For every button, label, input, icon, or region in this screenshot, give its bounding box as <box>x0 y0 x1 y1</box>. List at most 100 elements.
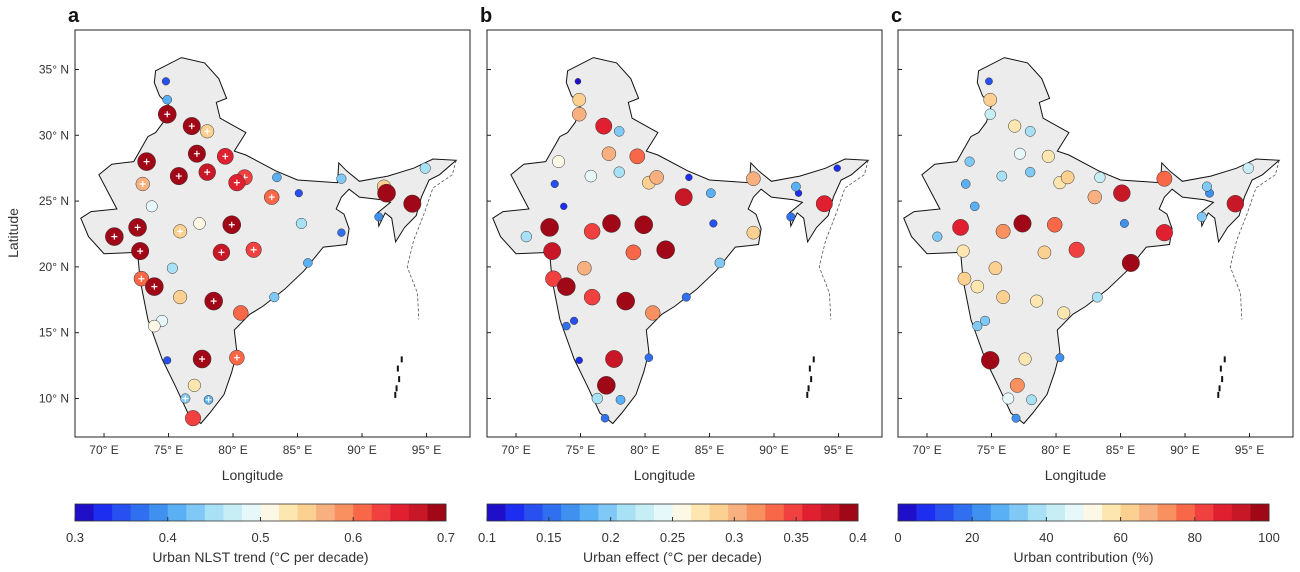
colorbar-tick-label: 0.2 <box>602 530 620 545</box>
city-point <box>1046 217 1063 233</box>
city-point <box>709 219 718 228</box>
colorbar-c: 0 20 40 60 80 100 Urban contribution (%) <box>894 503 1280 565</box>
city-point <box>644 353 654 362</box>
significance-plus-mark <box>139 180 146 187</box>
colorbar-tick-label: 0.35 <box>784 530 809 545</box>
colorbar-tick-label: 0.4 <box>159 530 177 545</box>
colorbar-bin <box>204 504 224 521</box>
city-point <box>1011 413 1021 423</box>
colorbar-bin <box>112 504 132 521</box>
city-point <box>570 316 579 325</box>
city-point <box>1009 377 1025 393</box>
city-point <box>629 148 646 165</box>
colorbar-tick-label: 80 <box>1188 530 1202 545</box>
significance-plus-mark <box>177 228 184 235</box>
lon-tick-label: 70° E <box>89 443 118 457</box>
city-point <box>1008 119 1022 133</box>
city-point <box>746 171 761 186</box>
city-point <box>572 92 587 107</box>
city-point <box>1094 171 1106 184</box>
city-point <box>634 215 653 235</box>
significance-plus-mark <box>250 246 257 253</box>
city-point <box>1091 291 1103 303</box>
city-point <box>583 223 601 240</box>
colorbar-b: 0.1 0.15 0.2 0.25 0.3 0.35 0.4 Urban effect (°C… <box>478 503 867 565</box>
city-point <box>601 146 617 161</box>
india-outline <box>903 57 1281 425</box>
colorbar-tick-label: 0.4 <box>849 530 867 545</box>
colorbar-bin <box>1046 504 1066 521</box>
city-point <box>981 351 1000 370</box>
island <box>812 356 815 363</box>
city-point <box>705 188 716 199</box>
city-point <box>583 288 601 306</box>
city-point <box>574 78 582 85</box>
city-point <box>746 225 761 240</box>
colorbar-bin <box>371 504 391 521</box>
city-point <box>786 212 796 222</box>
lat-tick-label: 10° N <box>39 391 69 405</box>
colorbar-tick-label: 0.6 <box>344 530 362 545</box>
colorbar-tick-label: 0 <box>894 530 901 545</box>
colorbar-tick-label: 20 <box>965 530 979 545</box>
colorbar-bin <box>898 504 917 521</box>
city-point <box>575 356 583 364</box>
city-point <box>1057 306 1071 320</box>
significance-plus-mark <box>228 221 235 228</box>
city-point <box>791 181 801 192</box>
colorbar-bin <box>1083 504 1103 521</box>
city-point <box>374 212 384 222</box>
city-point <box>960 179 971 189</box>
city-point <box>145 200 158 213</box>
colorbar-bin <box>524 504 544 521</box>
city-point <box>952 219 969 236</box>
lon-tick-label: 95° E <box>824 443 853 457</box>
colorbar-bin <box>1250 504 1270 521</box>
colorbar-tick-label: 0.15 <box>536 530 561 545</box>
city-point <box>681 292 691 302</box>
significance-plus-mark <box>182 395 189 402</box>
city-point <box>1026 394 1037 406</box>
colorbar-tick-label: 0.1 <box>478 530 496 545</box>
colorbar-bin <box>1157 504 1177 521</box>
island <box>1218 385 1221 392</box>
colorbar-tick-label: 0.5 <box>251 530 269 545</box>
colorbar-bin <box>691 504 710 521</box>
colorbar-a: 0.3 0.4 0.5 0.6 0.7 Urban NLST trend (°C per … <box>66 503 455 565</box>
city-point <box>964 156 975 167</box>
city-point <box>173 290 188 305</box>
lon-tick-label: 90° E <box>759 443 788 457</box>
city-point <box>1037 245 1052 260</box>
neighbor-border <box>818 160 869 320</box>
island <box>1219 365 1222 372</box>
city-point <box>972 321 983 332</box>
lat-tick-label: 25° N <box>39 194 69 208</box>
city-point <box>336 173 347 184</box>
island <box>808 365 811 372</box>
panel-letter: c <box>891 5 902 27</box>
city-point <box>419 162 431 174</box>
island <box>394 391 397 398</box>
city-point <box>562 321 571 331</box>
colorbar-bin <box>616 504 636 521</box>
colorbar-bin <box>561 504 581 521</box>
colorbar-bin <box>653 504 673 521</box>
significance-plus-mark <box>138 275 145 282</box>
colorbar-bin <box>1139 504 1159 521</box>
colorbar-bin <box>1231 504 1251 521</box>
city-point <box>584 169 598 183</box>
island <box>810 376 813 383</box>
lon-tick-label: 85° E <box>695 443 724 457</box>
city-point <box>988 261 1003 276</box>
colorbar-bin <box>75 504 94 521</box>
colorbar-tick-label: 60 <box>1113 530 1127 545</box>
island <box>1223 356 1226 363</box>
city-point <box>984 108 996 120</box>
colorbar-bin <box>635 504 655 521</box>
significance-plus-mark <box>151 283 158 290</box>
city-point <box>602 214 621 233</box>
significance-plus-mark <box>204 169 211 176</box>
city-point <box>166 262 178 274</box>
colorbar-bin <box>783 504 803 521</box>
city-point <box>957 271 972 286</box>
